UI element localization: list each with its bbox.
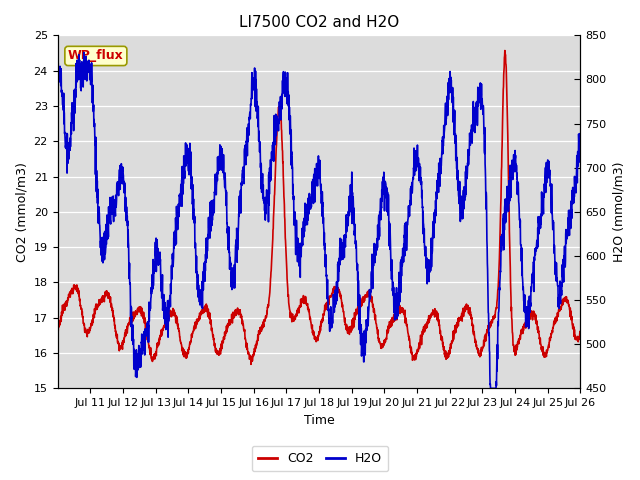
H2O [219, 165, 227, 171]
CO2 [506, 256, 514, 262]
Line: CO2: CO2 [58, 50, 580, 364]
CO2 [351, 320, 358, 325]
Title: LI7500 CO2 and H2O: LI7500 CO2 and H2O [239, 15, 399, 30]
H2O [570, 188, 577, 194]
Text: WP_flux: WP_flux [68, 49, 124, 62]
CO2 [106, 297, 113, 302]
CO2 [501, 48, 509, 53]
Y-axis label: CO2 (mmol/m3): CO2 (mmol/m3) [15, 162, 28, 262]
Y-axis label: H2O (mmol/m3): H2O (mmol/m3) [612, 162, 625, 262]
Legend: CO2, H2O: CO2, H2O [252, 446, 388, 471]
H2O [577, 147, 584, 153]
H2O [351, 232, 358, 238]
H2O [54, 75, 61, 81]
CO2 [247, 361, 255, 367]
CO2 [219, 340, 227, 346]
CO2 [577, 328, 584, 334]
CO2 [477, 350, 484, 356]
CO2 [570, 326, 577, 332]
H2O [486, 385, 494, 391]
H2O [106, 195, 114, 201]
H2O [80, 49, 88, 55]
X-axis label: Time: Time [303, 414, 334, 427]
H2O [477, 80, 484, 86]
Line: H2O: H2O [58, 52, 580, 388]
H2O [506, 163, 514, 168]
CO2 [54, 330, 61, 336]
